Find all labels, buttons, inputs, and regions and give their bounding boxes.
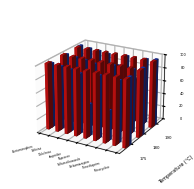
Y-axis label: Temperature (°C): Temperature (°C)	[158, 154, 194, 185]
